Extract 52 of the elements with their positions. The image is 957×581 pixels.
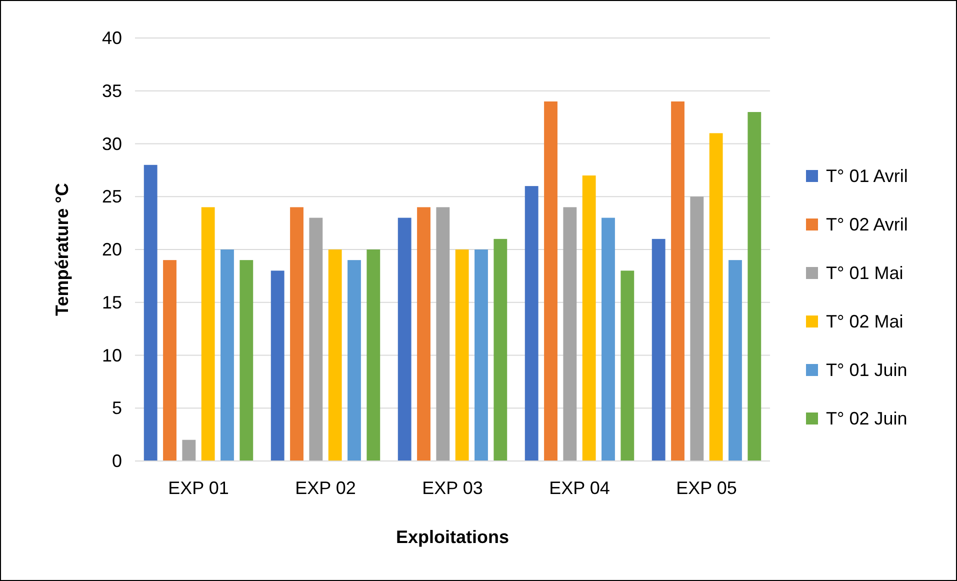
- legend-label: T° 02 Mai: [826, 312, 904, 332]
- bar: [582, 175, 596, 461]
- bar: [436, 207, 450, 461]
- y-tick-label: 15: [102, 292, 122, 312]
- bar: [524, 186, 538, 461]
- x-tick-label: EXP 01: [168, 478, 229, 498]
- x-tick-label: EXP 04: [549, 478, 610, 498]
- bar: [240, 260, 254, 461]
- bar: [709, 133, 723, 461]
- bar: [348, 260, 361, 461]
- bar: [398, 218, 412, 461]
- y-tick-label: 20: [102, 240, 122, 260]
- bar: [201, 207, 215, 461]
- y-tick-label: 30: [102, 134, 122, 154]
- bar: [474, 250, 488, 461]
- bar: [455, 250, 469, 461]
- bar: [544, 101, 558, 461]
- legend-label: T° 02 Juin: [826, 408, 908, 428]
- x-tick-label: EXP 05: [676, 478, 737, 498]
- bar: [163, 260, 176, 461]
- bar: [290, 207, 304, 461]
- bar: [328, 250, 342, 461]
- bar: [270, 270, 284, 461]
- bar: [620, 270, 634, 461]
- bar: [309, 218, 323, 461]
- legend-label: T° 01 Avril: [826, 166, 908, 186]
- bar: [671, 101, 684, 461]
- y-tick-label: 0: [112, 451, 122, 471]
- y-tick-label: 35: [102, 80, 122, 101]
- x-tick-label: EXP 02: [295, 478, 356, 498]
- bar: [563, 207, 577, 461]
- y-tick-label: 40: [102, 28, 122, 48]
- bar: [748, 112, 762, 461]
- bar: [602, 218, 615, 461]
- x-axis-title: Exploitations: [396, 527, 510, 547]
- y-tick-label: 5: [112, 398, 122, 418]
- y-tick-label: 10: [102, 345, 122, 366]
- legend-label: T° 01 Mai: [826, 263, 904, 283]
- bar: [494, 238, 508, 461]
- bar: [690, 196, 704, 461]
- bar: [417, 207, 430, 461]
- y-tick-label: 25: [102, 186, 122, 207]
- bar: [182, 440, 196, 461]
- y-axis-title: Température °C: [52, 183, 72, 316]
- bar: [366, 250, 380, 461]
- bar: [144, 164, 158, 461]
- x-tick-label: EXP 03: [422, 478, 483, 498]
- bar: [728, 260, 742, 461]
- legend-label: T° 01 Juin: [826, 360, 908, 380]
- bar: [220, 250, 234, 461]
- legend-label: T° 02 Avril: [826, 214, 908, 234]
- bar: [652, 238, 666, 461]
